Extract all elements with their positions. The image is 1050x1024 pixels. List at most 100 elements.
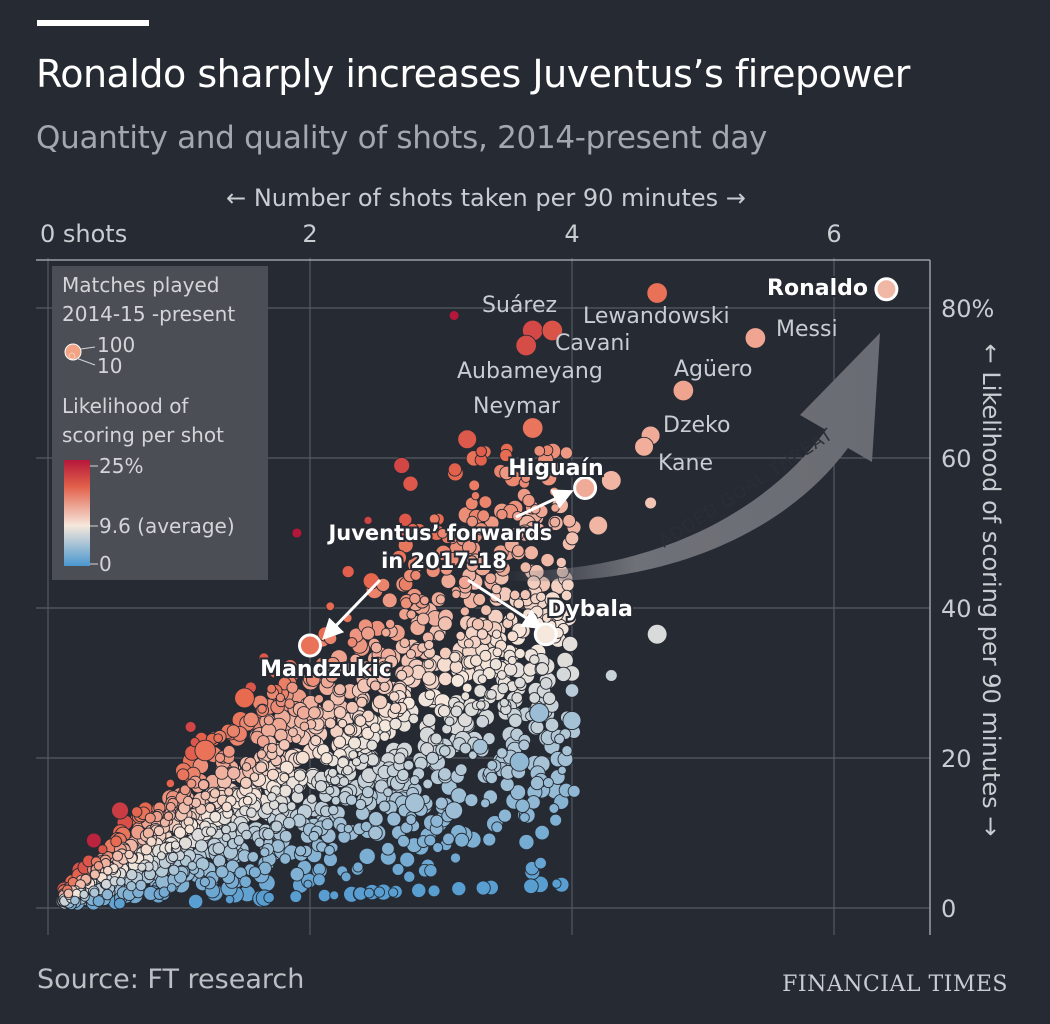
- player-point: [221, 824, 231, 835]
- player-point: [241, 762, 252, 772]
- player-point: [333, 735, 347, 749]
- player-point: [79, 889, 89, 900]
- player-point: [342, 765, 353, 776]
- player-point: [398, 512, 413, 527]
- player-point: [325, 669, 339, 683]
- player-point: [279, 784, 292, 798]
- player-point: [600, 470, 622, 491]
- player-point: [499, 698, 509, 708]
- player-point: [437, 527, 448, 539]
- player-point: [470, 491, 481, 501]
- player-point: [345, 794, 358, 806]
- player-point: [468, 479, 481, 492]
- player-point-neymar: [521, 417, 544, 439]
- player-point: [337, 756, 349, 769]
- player-point: [356, 696, 368, 708]
- player-point: [450, 787, 468, 804]
- player-point: [497, 682, 509, 695]
- player-point: [480, 604, 492, 616]
- player-point: [279, 772, 290, 783]
- title-accent-bar: [37, 20, 149, 26]
- player-point: [343, 823, 354, 834]
- player-point: [499, 448, 513, 463]
- player-point: [424, 639, 435, 651]
- player-point: [249, 772, 260, 782]
- player-point: [485, 771, 498, 785]
- player-point: [523, 545, 539, 561]
- player-point: [168, 851, 179, 863]
- player-point: [513, 598, 525, 610]
- highlight-point-dybala: [533, 622, 558, 647]
- player-point: [308, 706, 321, 719]
- player-point: [212, 854, 227, 868]
- player-point: [289, 867, 305, 882]
- player-point: [409, 592, 421, 605]
- chart-title: Ronaldo sharply increases Juventus’s fir…: [36, 52, 910, 96]
- player-point: [451, 881, 467, 897]
- legend-color-title-line2: scoring per shot: [62, 423, 224, 447]
- player-point: [279, 853, 291, 865]
- player-point: [63, 888, 74, 899]
- player-point: [529, 703, 550, 723]
- player-point: [439, 745, 451, 757]
- player-point: [528, 692, 541, 704]
- player-point: [554, 733, 565, 745]
- player-point: [518, 739, 530, 752]
- player-point: [444, 716, 455, 727]
- player-point: [567, 784, 581, 798]
- player-point: [111, 801, 130, 820]
- player-point: [317, 888, 332, 903]
- player-point: [213, 733, 223, 743]
- player-point: [259, 847, 270, 858]
- player-point: [269, 667, 280, 679]
- player-point: [434, 796, 448, 810]
- x-tick-label: 2: [302, 220, 317, 248]
- player-point: [333, 683, 346, 696]
- player-point: [101, 888, 114, 901]
- player-point: [349, 653, 362, 666]
- player-point: [510, 784, 527, 801]
- player-point: [184, 721, 197, 733]
- player-point: [224, 787, 234, 797]
- y-axis-label: ← Likelihood of scoring per 90 minutes →: [977, 344, 1005, 837]
- player-point: [534, 856, 547, 870]
- player-point: [393, 752, 406, 765]
- player-point: [291, 527, 303, 539]
- label-dzeko: Dzeko: [663, 413, 730, 438]
- player-point: [293, 769, 307, 782]
- player-point-aubameyang: [515, 334, 537, 357]
- player-point: [70, 895, 80, 906]
- player-point: [85, 832, 102, 849]
- player-point: [432, 842, 444, 853]
- player-cloud: [55, 442, 582, 911]
- player-point: [410, 569, 422, 581]
- legend-color-title: Likelihood of scoring per shot: [62, 394, 224, 447]
- player-point: [198, 779, 210, 791]
- player-point: [535, 662, 549, 676]
- juventus-label-line1: Juventus’ forwards: [326, 521, 552, 545]
- player-point: [489, 658, 503, 671]
- player-point: [270, 820, 283, 833]
- player-point: [282, 659, 298, 674]
- player-point: [462, 682, 473, 694]
- player-point: [464, 793, 479, 808]
- player-point: [224, 894, 235, 905]
- legend-size-title: Matches played 2014-15 -present: [62, 273, 235, 326]
- highlight-label-ronaldo: Ronaldo: [767, 276, 868, 301]
- player-point: [386, 811, 402, 827]
- player-point: [287, 727, 298, 738]
- player-point: [286, 801, 297, 812]
- player-point: [499, 465, 514, 481]
- player-point: [266, 768, 280, 781]
- juventus-players: Ronaldo Higuaín Dybala Mandzukic: [258, 274, 899, 684]
- player-point: [267, 792, 277, 802]
- player-point: [391, 863, 405, 876]
- axes: ← Number of shots taken per 90 minutes →…: [36, 184, 1005, 935]
- player-point: [536, 591, 547, 602]
- player-point: [451, 589, 461, 600]
- highlight-label-mandzukic: Mandzukic: [260, 657, 392, 682]
- x-tick-label: 6: [826, 220, 841, 248]
- player-point: [449, 651, 461, 663]
- x-tick-label: 4: [564, 220, 579, 248]
